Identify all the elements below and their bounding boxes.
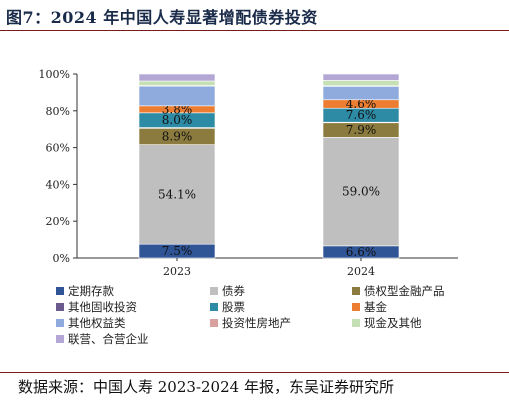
y-tick-label: 20% xyxy=(46,215,70,228)
y-tick-label: 80% xyxy=(46,105,70,118)
legend-swatch xyxy=(56,319,64,327)
legend-label: 基金 xyxy=(364,300,387,314)
data-label: 8.9% xyxy=(162,129,193,143)
legend-label: 债权型金融产品 xyxy=(364,284,445,298)
title-divider xyxy=(0,30,509,31)
bar-segment xyxy=(322,80,400,87)
data-label: 54.1% xyxy=(158,187,196,201)
bar-segment xyxy=(138,85,216,107)
legend-swatch xyxy=(352,303,360,311)
legend-label: 投资性房地产 xyxy=(222,316,291,330)
source-note: 数据来源：中国人寿 2023-2024 年报，东吴证券研究所 xyxy=(18,378,394,396)
legend-swatch xyxy=(56,303,64,311)
legend-label: 定期存款 xyxy=(68,284,114,298)
bar-segment xyxy=(138,144,216,245)
legend-swatch xyxy=(56,287,64,295)
data-label: 4.6% xyxy=(346,97,377,111)
data-label: 7.6% xyxy=(346,108,377,122)
legend-swatch xyxy=(352,287,360,295)
legend-swatch xyxy=(210,303,218,311)
legend-label: 其他权益类 xyxy=(68,316,126,330)
data-label: 8.0% xyxy=(162,113,193,127)
y-tick-label: 0% xyxy=(53,252,70,265)
stacked-bar-chart: 0%20%40%60%80%100%7.5%54.1%8.9%8.0%3.8%2… xyxy=(39,68,458,346)
bar-segment xyxy=(322,86,400,101)
x-tick-label: 2024 xyxy=(347,265,375,278)
bar-segment xyxy=(138,73,216,82)
legend-swatch xyxy=(56,335,64,343)
y-tick-label: 100% xyxy=(39,68,70,81)
legend-label: 现金及其他 xyxy=(364,316,422,330)
footer-divider xyxy=(0,372,509,373)
figure-title: 图7：2024 年中国人寿显著增配债券投资 xyxy=(6,8,318,27)
legend-swatch xyxy=(210,287,218,295)
data-label: 6.6% xyxy=(346,245,377,259)
legend-label: 债券 xyxy=(222,284,245,298)
y-tick-label: 60% xyxy=(46,142,70,155)
legend-swatch xyxy=(210,319,218,327)
bar-segment xyxy=(138,80,216,86)
data-label: 7.9% xyxy=(346,123,377,137)
x-tick-label: 2023 xyxy=(163,265,191,278)
bar-segment xyxy=(322,73,400,81)
legend-swatch xyxy=(352,319,360,327)
legend-label: 其他固收投资 xyxy=(68,300,137,314)
legend-label: 联营、合营企业 xyxy=(68,332,149,346)
data-label: 7.5% xyxy=(162,244,193,258)
bar-segment xyxy=(322,136,400,247)
data-label: 59.0% xyxy=(342,185,380,199)
y-tick-label: 40% xyxy=(46,178,70,191)
legend-label: 股票 xyxy=(222,300,245,314)
